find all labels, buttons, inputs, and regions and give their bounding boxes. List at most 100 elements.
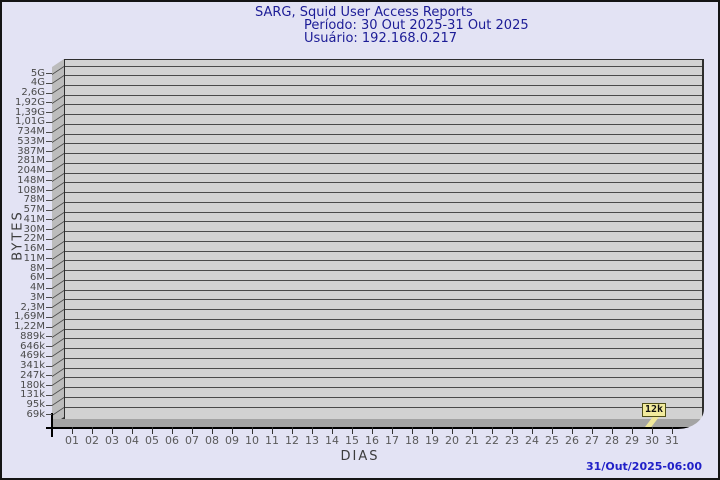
y-tick-label: 3M — [30, 291, 45, 303]
wall-grid-line — [52, 309, 64, 319]
plot-area — [52, 59, 704, 429]
y-tick — [46, 287, 52, 289]
grid-line — [65, 153, 702, 155]
grid-line — [65, 289, 702, 291]
y-tick — [46, 268, 52, 270]
y-tick — [46, 365, 52, 367]
grid-line — [65, 338, 702, 340]
grid-line — [65, 114, 702, 116]
x-tick — [672, 427, 673, 434]
wall-grid-line — [52, 104, 64, 114]
x-tick — [192, 427, 193, 434]
x-tick-label: 31 — [665, 434, 679, 447]
wall-grid-line — [52, 250, 64, 260]
x-tick — [412, 427, 413, 434]
y-tick-label: 180k — [20, 379, 45, 391]
x-tick-label: 15 — [345, 434, 359, 447]
x-tick-label: 14 — [325, 434, 339, 447]
y-tick-label: 387M — [17, 145, 45, 157]
y-tick-label: 204M — [17, 165, 45, 177]
grid-line — [65, 75, 702, 77]
grid-line — [65, 94, 702, 96]
x-tick-label: 08 — [205, 434, 219, 447]
wall-grid-line — [52, 396, 64, 406]
y-tick — [46, 219, 52, 221]
x-tick-label: 25 — [545, 434, 559, 447]
x-tick — [652, 427, 653, 434]
y-tick-label: 6M — [30, 272, 45, 284]
grid-line — [65, 396, 702, 398]
wall-grid-line — [52, 367, 64, 377]
y-tick — [46, 326, 52, 328]
wall-grid-line — [52, 114, 64, 124]
y-tick-label: 108M — [17, 184, 45, 196]
y-tick — [46, 336, 52, 338]
wall-grid-line — [52, 270, 64, 280]
y-tick — [46, 297, 52, 299]
x-tick-label: 27 — [585, 434, 599, 447]
y-tick-label: 889k — [20, 330, 45, 342]
plot-3d-floor — [52, 419, 704, 429]
wall-grid-line — [52, 123, 64, 133]
x-tick-label: 01 — [65, 434, 79, 447]
grid-line — [65, 279, 702, 281]
grid-line — [65, 221, 702, 223]
x-tick — [632, 427, 633, 434]
grid-line — [65, 367, 702, 369]
wall-grid-line — [52, 357, 64, 367]
x-tick — [612, 427, 613, 434]
x-tick — [232, 427, 233, 434]
x-tick — [572, 427, 573, 434]
y-tick-label: 57M — [23, 204, 45, 216]
x-tick — [532, 427, 533, 434]
y-tick-label: 341k — [20, 360, 45, 372]
wall-grid-line — [52, 406, 64, 416]
y-tick — [46, 277, 52, 279]
grid-line — [65, 318, 702, 320]
y-tick-label: 2,3M — [20, 301, 45, 313]
x-tick-label: 02 — [85, 434, 99, 447]
y-tick-label: 646k — [20, 340, 45, 352]
x-tick — [272, 427, 273, 434]
grid-line — [65, 172, 702, 174]
grid-line — [65, 270, 702, 272]
wall-grid-line — [52, 348, 64, 358]
x-tick-label: 21 — [465, 434, 479, 447]
x-tick — [72, 427, 73, 434]
grid-line — [65, 250, 702, 252]
y-tick — [46, 190, 52, 192]
axis-origin-tick — [51, 413, 53, 437]
x-tick-label: 10 — [245, 434, 259, 447]
y-tick — [46, 73, 52, 75]
y-tick — [46, 238, 52, 240]
grid-line — [65, 260, 702, 262]
grid-line — [65, 240, 702, 242]
y-tick-label: 30M — [23, 223, 45, 235]
x-tick — [112, 427, 113, 434]
y-tick — [46, 199, 52, 201]
x-tick-label: 22 — [485, 434, 499, 447]
report-period: Período: 30 Out 2025-31 Out 2025 — [304, 18, 529, 33]
wall-grid-line — [52, 182, 64, 192]
wall-grid-line — [52, 387, 64, 397]
y-tick-label: 16M — [23, 243, 45, 255]
x-axis-line-left-overhang — [46, 427, 55, 429]
y-tick-label: 1,01G — [14, 116, 45, 128]
y-tick-label: 1,92G — [14, 96, 45, 108]
y-tick — [46, 121, 52, 123]
x-tick-label: 20 — [445, 434, 459, 447]
x-tick — [432, 427, 433, 434]
y-tick — [46, 404, 52, 406]
report-user: Usuário: 192.168.0.217 — [304, 31, 458, 46]
y-tick — [46, 258, 52, 260]
y-tick-label: 8M — [30, 262, 45, 274]
wall-grid-line — [52, 328, 64, 338]
y-tick — [46, 160, 52, 162]
wall-grid-line — [52, 94, 64, 104]
x-tick-label: 19 — [425, 434, 439, 447]
x-tick — [92, 427, 93, 434]
y-tick-label: 4M — [30, 282, 45, 294]
grid-line — [65, 348, 702, 350]
y-tick — [46, 209, 52, 211]
x-tick — [132, 427, 133, 434]
